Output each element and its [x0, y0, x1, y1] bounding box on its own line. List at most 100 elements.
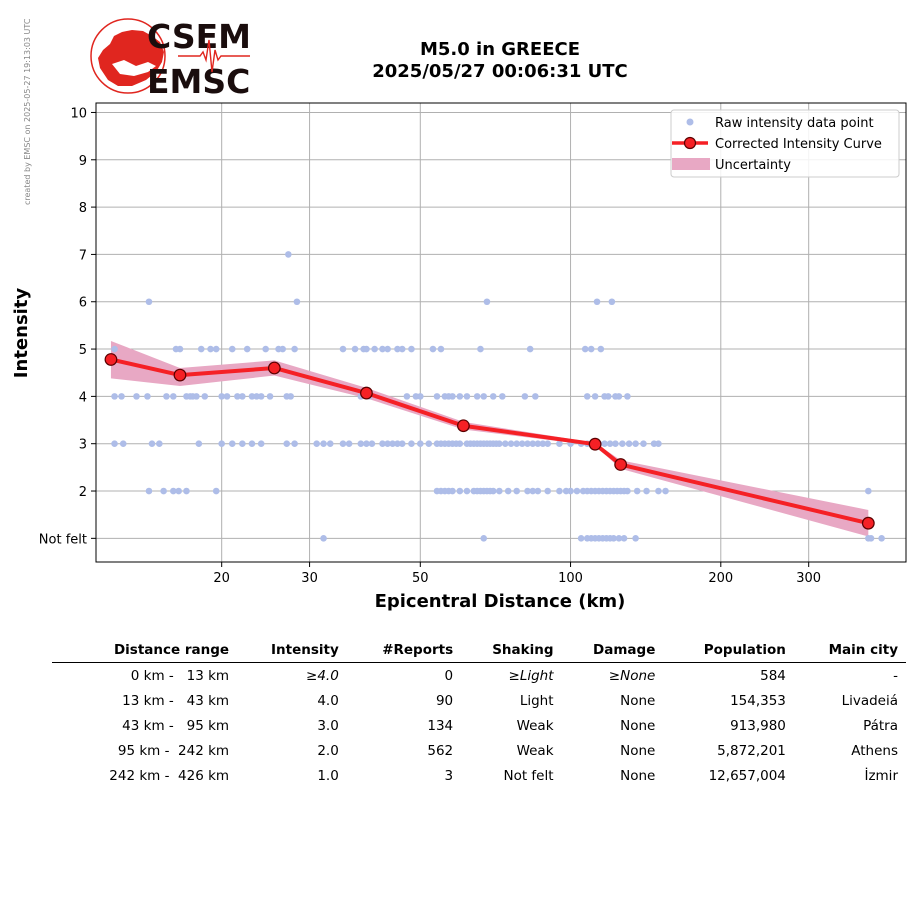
raw-data-point: [480, 393, 488, 400]
raw-data-point: [111, 440, 118, 448]
curve-marker: [173, 368, 187, 382]
raw-data-point: [163, 393, 170, 400]
raw-data-point: [223, 393, 231, 400]
legend: Raw intensity data point Corrected Inten…: [670, 109, 900, 178]
raw-data-point: [489, 487, 497, 495]
raw-data-point: [394, 345, 401, 353]
raw-data-point: [394, 440, 401, 448]
credit-text: created by EMSC on 2025-05-27 19:13:03 U…: [23, 18, 32, 205]
raw-data-point: [416, 393, 424, 400]
raw-data-point: [499, 393, 506, 400]
x-tick-label: 100: [558, 571, 583, 586]
raw-data-point: [384, 440, 391, 448]
raw-data-point: [257, 440, 265, 448]
raw-data-point: [526, 345, 534, 353]
raw-data-point: [581, 345, 589, 353]
raw-data-point: [111, 393, 118, 400]
raw-data-point: [878, 535, 885, 542]
raw-data-point: [625, 440, 633, 448]
raw-data-point: [544, 440, 552, 448]
raw-points-layer: [111, 251, 885, 542]
table-cell: 0: [444, 667, 454, 684]
table-cell: 562: [427, 742, 454, 759]
raw-data-point: [145, 487, 153, 495]
raw-data-point: [379, 440, 386, 448]
curve-marker: [104, 353, 118, 366]
raw-data-point: [456, 440, 464, 448]
x-tick-label: 50: [412, 571, 429, 586]
logo-seismogram: [178, 39, 250, 73]
table-cell: İzmir: [864, 767, 898, 784]
raw-data-point: [193, 393, 200, 400]
raw-data-point: [283, 440, 291, 448]
raw-data-point: [539, 440, 547, 448]
legend-band-icon: [672, 158, 710, 170]
raw-data-point: [357, 440, 365, 448]
raw-data-point: [111, 345, 118, 353]
raw-data-point: [601, 440, 608, 448]
raw-data-point: [632, 440, 639, 448]
raw-data-point: [534, 487, 542, 495]
table-cell: 43 km - 95 km: [122, 717, 230, 734]
legend-raw-label: Raw intensity data point: [715, 116, 874, 131]
raw-data-point: [640, 440, 647, 448]
raw-data-point: [285, 251, 292, 258]
raw-data-point: [339, 440, 347, 448]
x-tick-label: 30: [301, 571, 318, 586]
raw-data-point: [279, 345, 286, 353]
raw-data-point: [175, 487, 182, 495]
raw-data-point: [587, 345, 595, 353]
raw-data-point: [518, 440, 526, 448]
table-cell: Weak: [516, 717, 554, 734]
raw-data-point: [655, 440, 662, 448]
raw-data-point: [529, 487, 537, 495]
raw-data-point: [253, 393, 260, 400]
raw-data-point: [195, 440, 203, 448]
raw-data-point: [567, 487, 574, 495]
table-row: 13 km - 43 km 4.0 90 Light None 154,353 Livade…: [52, 688, 906, 713]
x-axis-title: Epicentral Distance (km): [375, 591, 626, 612]
x-tick-label: 200: [708, 571, 733, 586]
raw-data-point: [437, 345, 445, 353]
column-header: Damage: [561, 640, 664, 663]
y-axis-title: Intensity: [11, 288, 32, 379]
table-cell: 913,980: [730, 717, 786, 734]
table-cell: ≥None: [608, 667, 656, 684]
raw-data-point: [212, 345, 220, 353]
raw-data-point: [416, 440, 424, 448]
raw-data-point: [291, 440, 298, 448]
legend-curve-label: Corrected Intensity Curve: [715, 137, 882, 152]
raw-data-point: [591, 393, 599, 400]
table-cell: Light: [519, 692, 554, 709]
raw-data-point: [473, 393, 481, 400]
raw-data-point: [239, 393, 246, 400]
raw-data-point: [463, 393, 471, 400]
raw-data-point: [604, 393, 612, 400]
table-cell: None: [620, 767, 656, 784]
raw-data-point: [597, 345, 605, 353]
curve-marker: [588, 437, 602, 451]
raw-data-point: [429, 345, 437, 353]
table-row: 43 km - 95 km 3.0 134 Weak None 913,980 Pátra: [52, 713, 906, 738]
intensity-chart: created by EMSC on 2025-05-27 19:13:03 U…: [11, 17, 907, 612]
raw-data-point: [228, 440, 236, 448]
y-tick-label: 6: [79, 296, 87, 311]
raw-data-point: [291, 345, 298, 353]
raw-data-point: [144, 393, 151, 400]
intensity-curve-layer: [104, 353, 875, 530]
logo-text-csem: CSEM: [147, 17, 251, 56]
raw-data-point: [371, 345, 378, 353]
raw-data-point: [606, 440, 614, 448]
raw-data-point: [456, 487, 464, 495]
raw-data-point: [248, 393, 256, 400]
table-cell: 90: [435, 692, 454, 709]
y-tick-label: 9: [79, 154, 87, 169]
raw-data-point: [624, 487, 631, 495]
raw-data-point: [867, 535, 875, 542]
curve-marker: [861, 516, 875, 530]
table-cell: 95 km - 242 km: [117, 742, 230, 759]
raw-data-point: [257, 393, 265, 400]
column-header: Shaking: [461, 640, 562, 663]
table-cell: 1.0: [317, 767, 339, 784]
table-cell: 3: [444, 767, 454, 784]
